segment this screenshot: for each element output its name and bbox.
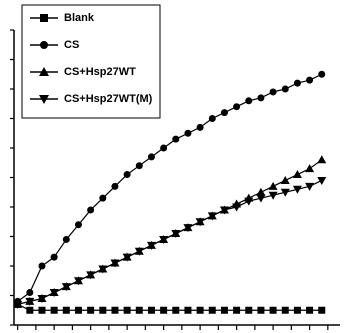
marker [74,221,82,229]
marker [318,306,326,314]
marker [87,306,95,314]
marker [39,95,49,104]
marker [183,224,193,233]
series-line [17,159,323,305]
marker [25,297,35,306]
marker [172,306,180,314]
marker [98,265,108,274]
marker [281,85,289,93]
marker [160,144,168,152]
marker [256,187,266,196]
marker [208,115,216,122]
marker [207,212,217,221]
marker [268,191,278,200]
marker [292,170,302,179]
marker [196,123,204,131]
marker [147,306,155,314]
marker [123,171,131,179]
marker [135,306,143,314]
marker [306,76,314,84]
marker [184,129,192,137]
marker [196,306,204,314]
marker [146,241,156,250]
marker [269,88,277,96]
marker [135,162,143,170]
marker [86,271,96,280]
marker [318,70,326,78]
marker [245,97,253,105]
legend-label: CS+Hsp27WT [64,66,136,78]
marker [245,306,253,314]
marker [159,235,169,244]
legend-label: CS+Hsp27WT(M) [64,93,153,105]
legend-label: Blank [64,12,95,24]
marker [244,197,254,206]
marker [38,262,46,270]
marker [50,306,58,314]
marker [305,164,315,173]
marker [62,235,70,243]
marker [39,67,49,76]
marker [172,135,180,143]
marker [280,175,290,184]
marker [220,306,228,314]
marker [99,306,107,314]
marker [317,155,327,164]
marker [134,247,144,256]
marker [26,289,34,297]
marker [99,194,107,202]
marker [26,306,34,314]
marker [317,176,327,185]
marker [147,153,155,161]
marker [233,306,241,314]
marker [37,294,47,303]
marker [184,306,192,314]
marker [40,41,48,49]
marker [233,103,241,111]
marker [208,306,216,314]
marker [40,14,48,22]
marker [160,306,168,314]
marker [257,94,265,102]
marker [62,306,70,314]
marker [74,306,82,314]
marker [110,259,120,268]
marker [293,306,301,314]
marker [195,218,205,227]
legend-label: CS [64,39,79,51]
marker [269,306,277,314]
marker [220,109,228,117]
marker [256,194,266,203]
marker [111,306,119,314]
marker [281,306,289,314]
marker [293,79,301,87]
marker [171,230,181,239]
marker [268,181,278,190]
marker [13,300,23,309]
marker [305,182,315,191]
marker [49,289,59,298]
marker [280,188,290,197]
marker [61,283,71,292]
marker [111,182,119,190]
marker [38,306,46,314]
marker [306,306,314,314]
marker [257,306,265,314]
marker [50,253,58,261]
marker [123,306,131,314]
marker [292,185,302,194]
marker [73,277,83,286]
marker [122,253,132,262]
marker [232,203,242,212]
marker [87,206,95,214]
series-line [17,179,323,305]
marker [219,206,229,215]
